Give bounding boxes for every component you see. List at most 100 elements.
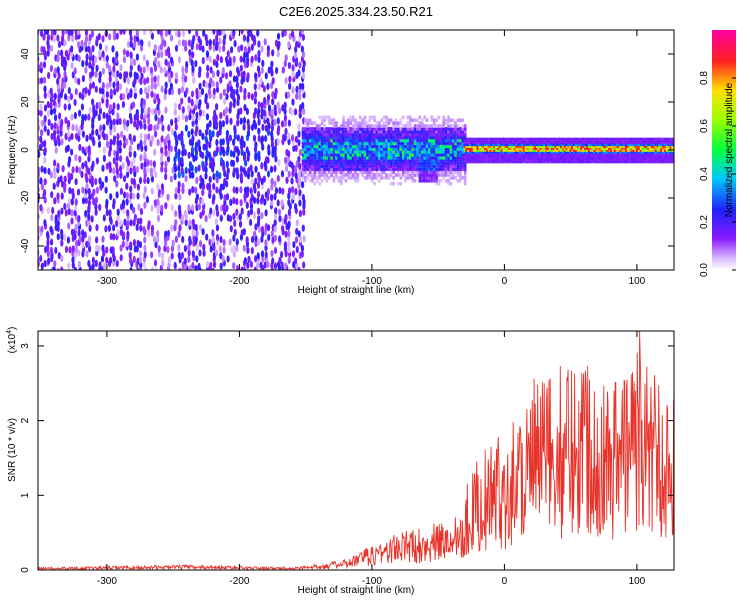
spectrogram-cell bbox=[143, 244, 147, 252]
spectrogram-cell bbox=[370, 124, 374, 128]
spectrogram-cell bbox=[201, 57, 205, 65]
spectrogram-cell bbox=[202, 109, 206, 117]
spectrogram-cell bbox=[451, 173, 455, 177]
spectrogram-cell bbox=[52, 35, 56, 43]
spectrogram-cell bbox=[456, 141, 460, 146]
spectrogram-cell bbox=[253, 83, 257, 91]
spectrogram-cell bbox=[401, 167, 405, 172]
spectrogram-cell bbox=[420, 155, 424, 160]
spectrogram-cell bbox=[408, 129, 412, 134]
spectrogram-cell bbox=[447, 129, 450, 134]
spectrogram-cell bbox=[373, 132, 376, 137]
spectrogram-cell bbox=[323, 132, 326, 137]
spectrogram-cell bbox=[456, 167, 460, 172]
spectrogram-cell bbox=[449, 135, 453, 140]
spectrogram-cell bbox=[300, 244, 304, 252]
spectrogram-cell bbox=[109, 232, 113, 241]
spectrogram-cell bbox=[277, 208, 282, 216]
spectrogram-cell bbox=[181, 66, 185, 74]
spectrogram-cell bbox=[459, 132, 462, 137]
spectrogram-cell bbox=[363, 149, 367, 154]
spectrogram-cell bbox=[420, 118, 424, 123]
spectrogram-cell bbox=[366, 132, 369, 137]
spectrogram-cell bbox=[370, 167, 374, 172]
spectrogram-cell bbox=[401, 141, 405, 146]
spectrogram-cell bbox=[377, 144, 381, 149]
spectrogram-cell bbox=[389, 161, 393, 166]
spectrogram-cell bbox=[346, 129, 350, 134]
spectrogram-cell bbox=[456, 164, 460, 169]
spectrogram-cell bbox=[143, 236, 147, 244]
spectrogram-cell bbox=[349, 138, 353, 143]
spectrogram-cell bbox=[377, 167, 381, 172]
spectrogram-cell bbox=[254, 90, 258, 98]
spectrogram-cell bbox=[428, 126, 431, 131]
spectrogram-cell bbox=[401, 155, 405, 160]
spectrogram-cell bbox=[95, 157, 99, 165]
spectrogram-cell bbox=[349, 158, 353, 163]
spectrogram-cell bbox=[67, 30, 71, 37]
spectrogram-cell bbox=[295, 85, 299, 93]
spectrogram-cell bbox=[437, 126, 441, 131]
spectrogram-cell bbox=[204, 154, 208, 162]
spectrogram-cell bbox=[260, 135, 265, 143]
spectrogram-cell bbox=[418, 115, 422, 120]
spectrogram-cell bbox=[327, 147, 331, 151]
spectrogram-cell bbox=[301, 141, 305, 146]
spectrogram-cell bbox=[135, 109, 139, 117]
spectrogram-ytick-label: -20 bbox=[20, 190, 31, 205]
spectrogram-cell bbox=[180, 85, 185, 93]
spectrogram-cell bbox=[226, 50, 230, 58]
spectrogram-cell bbox=[271, 49, 275, 57]
spectrogram-cell bbox=[444, 170, 448, 175]
snr-ytick-label: 1 bbox=[20, 492, 31, 498]
spectrogram-cell bbox=[628, 137, 631, 141]
spectrogram-cell bbox=[38, 77, 41, 85]
spectrogram-cell bbox=[301, 164, 305, 169]
spectrogram-cell bbox=[108, 80, 112, 88]
spectrogram-cell bbox=[64, 116, 68, 124]
spectrogram-cell bbox=[394, 141, 398, 146]
spectrogram-cell bbox=[370, 132, 374, 137]
spectrogram-cell bbox=[208, 120, 212, 128]
spectrogram-cell bbox=[221, 159, 225, 168]
spectrogram-cell bbox=[351, 175, 355, 180]
spectrogram-cell bbox=[115, 220, 119, 228]
spectrogram-cell bbox=[160, 183, 164, 191]
spectrogram-cell bbox=[295, 219, 299, 227]
spectrogram-cell bbox=[351, 167, 355, 172]
spectrogram-cell bbox=[406, 175, 410, 180]
spectrogram-cell bbox=[451, 147, 455, 151]
spectrogram-cell bbox=[661, 137, 665, 141]
spectrogram-cell bbox=[61, 34, 65, 43]
spectrogram-cell bbox=[389, 155, 393, 160]
spectrogram-cell bbox=[283, 101, 287, 109]
spectrogram-cell bbox=[528, 137, 531, 141]
spectrogram-cell bbox=[325, 158, 329, 163]
spectrogram-cell bbox=[195, 193, 199, 201]
spectrogram-cell bbox=[191, 186, 195, 194]
spectrogram-cell bbox=[449, 170, 453, 175]
spectrogram-cell bbox=[160, 204, 164, 212]
spectrogram-cell bbox=[416, 118, 419, 123]
spectrogram-cell bbox=[418, 147, 422, 151]
spectrogram-cell bbox=[358, 161, 362, 166]
spectrogram-cell bbox=[167, 30, 171, 36]
spectrogram-cell bbox=[116, 112, 120, 120]
spectrogram-cell bbox=[68, 156, 72, 164]
spectrogram-cell bbox=[330, 155, 333, 160]
spectrogram-cell bbox=[199, 182, 203, 190]
spectrogram-cell bbox=[397, 144, 400, 149]
spectrogram-cell bbox=[128, 150, 132, 158]
spectrogram-cell bbox=[50, 238, 54, 246]
spectrogram-cell bbox=[442, 167, 446, 172]
spectrogram-cell bbox=[356, 178, 360, 183]
spectrogram-cell bbox=[163, 93, 167, 101]
spectrogram-cell bbox=[439, 155, 443, 160]
spectrogram-cell bbox=[327, 138, 331, 143]
spectrogram-cell bbox=[101, 164, 105, 172]
spectrogram-cell bbox=[95, 186, 99, 194]
spectrogram-cell bbox=[404, 161, 407, 166]
spectrogram-cell bbox=[315, 161, 319, 166]
spectrogram-cell bbox=[242, 34, 246, 42]
